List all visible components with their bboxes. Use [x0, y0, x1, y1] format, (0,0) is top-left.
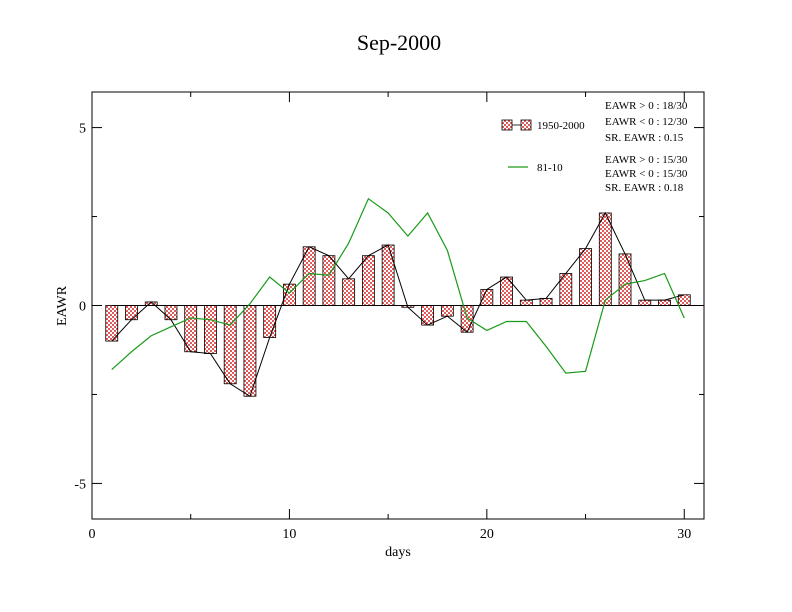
- legend-series-1-label: 1950-2000: [537, 120, 585, 132]
- x-tick-label: 20: [480, 527, 494, 542]
- stats-1-line-1: EAWR > 0 : 18/30: [605, 100, 688, 112]
- bar-day-7: [223, 305, 237, 385]
- y-axis-label: EAWR: [55, 285, 70, 326]
- bar-day-2: [125, 305, 138, 321]
- axis-ticks: 0 10 20 30 -5 0 5: [74, 92, 704, 542]
- bar-day-29: [658, 299, 671, 306]
- bar-day-14: [361, 255, 375, 306]
- stats-2-line-3: SR. EAWR : 0.18: [605, 182, 684, 194]
- bar-day-4: [164, 305, 178, 321]
- bar-day-28: [638, 299, 652, 306]
- stats-2-line-1: EAWR > 0 : 15/30: [605, 154, 688, 166]
- bar-day-17: [421, 305, 435, 326]
- stats-1-line-3: SR. EAWR : 0.15: [605, 132, 684, 144]
- bar-day-27: [618, 253, 632, 306]
- stats-1-line-2: EAWR < 0 : 12/30: [605, 116, 688, 128]
- legend-bar-swatch-left: [501, 119, 513, 131]
- series-1950-2000-line: [111, 211, 685, 398]
- data-marks: [105, 197, 704, 398]
- bar-day-26: [598, 212, 612, 306]
- chart-title: Sep-2000: [357, 30, 441, 55]
- legend-bar-swatch-right: [520, 119, 532, 131]
- bar-day-13: [342, 278, 356, 306]
- x-tick-label: 0: [89, 527, 96, 542]
- bar-day-12: [322, 255, 336, 306]
- bar-day-9: [263, 305, 277, 338]
- legend: 1950-2000 81-10 EAWR > 0 : 18/30 EAWR < …: [501, 100, 688, 194]
- bar-day-15: [381, 244, 395, 306]
- x-tick-label: 10: [282, 527, 296, 542]
- bar-day-23: [539, 297, 553, 306]
- x-axis-label: days: [385, 545, 411, 560]
- bar-day-22: [519, 299, 533, 306]
- legend-series-2-label: 81-10: [537, 162, 563, 174]
- bar-day-1: [105, 305, 119, 342]
- stats-2-line-2: EAWR < 0 : 15/30: [605, 168, 688, 180]
- bar-day-6: [204, 305, 217, 354]
- x-tick-label: 30: [677, 527, 691, 542]
- series-81-10-line: [111, 197, 685, 374]
- y-tick-label: 5: [79, 122, 86, 137]
- bar-day-18: [440, 305, 454, 317]
- bar-day-25: [579, 248, 592, 306]
- y-tick-label: -5: [74, 477, 86, 492]
- y-tick-label: 0: [79, 300, 86, 315]
